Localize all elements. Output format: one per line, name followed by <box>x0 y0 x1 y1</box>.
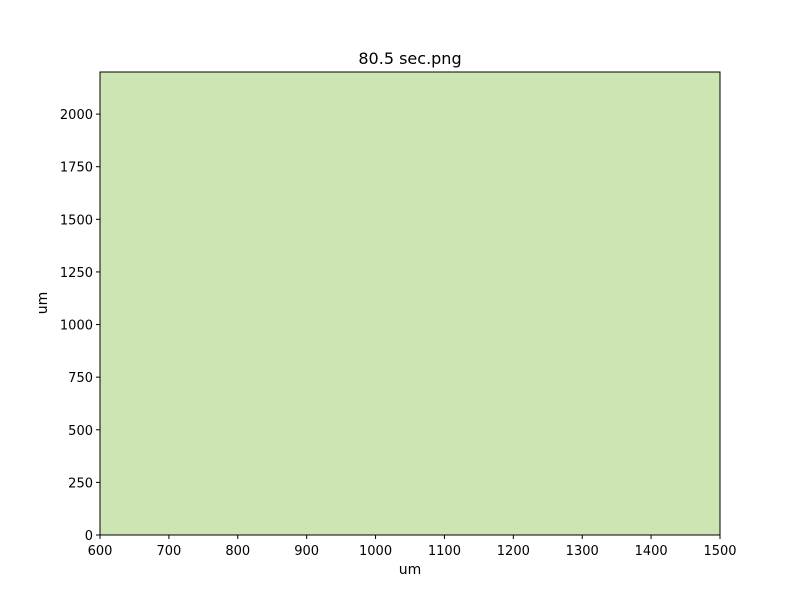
y-tick-label: 1750 <box>60 161 93 176</box>
y-tick-label: 1250 <box>60 266 93 281</box>
y-tick-label: 1000 <box>60 319 93 334</box>
y-tick-label: 0 <box>85 529 93 544</box>
plot-fill-area <box>100 72 720 535</box>
y-tick-label: 500 <box>68 424 93 439</box>
x-tick-label: 1500 <box>703 544 736 559</box>
y-axis-label: um <box>35 292 51 315</box>
x-tick-label: 700 <box>156 544 181 559</box>
x-tick-label: 600 <box>88 544 113 559</box>
y-tick-label: 2000 <box>60 108 93 123</box>
x-axis-label: um <box>399 562 422 578</box>
x-tick-label: 1100 <box>428 544 461 559</box>
plot-frame <box>99 71 721 536</box>
y-tick-label: 1500 <box>60 213 93 228</box>
y-tick-label: 250 <box>68 476 93 491</box>
x-tick-label: 900 <box>294 544 319 559</box>
y-axis-ticks: 0 250 500 750 1000 1250 1500 1750 2000 <box>60 108 100 544</box>
x-axis-ticks: 600 700 800 900 1000 1100 1200 1300 1400 1500 <box>88 535 737 559</box>
x-tick-label: 1400 <box>635 544 668 559</box>
x-tick-label: 800 <box>225 544 250 559</box>
x-tick-label: 1300 <box>566 544 599 559</box>
y-tick-label: 750 <box>68 371 93 386</box>
chart-title: 80.5 sec.png <box>358 49 461 68</box>
x-tick-label: 1200 <box>497 544 530 559</box>
x-tick-label: 1000 <box>359 544 392 559</box>
